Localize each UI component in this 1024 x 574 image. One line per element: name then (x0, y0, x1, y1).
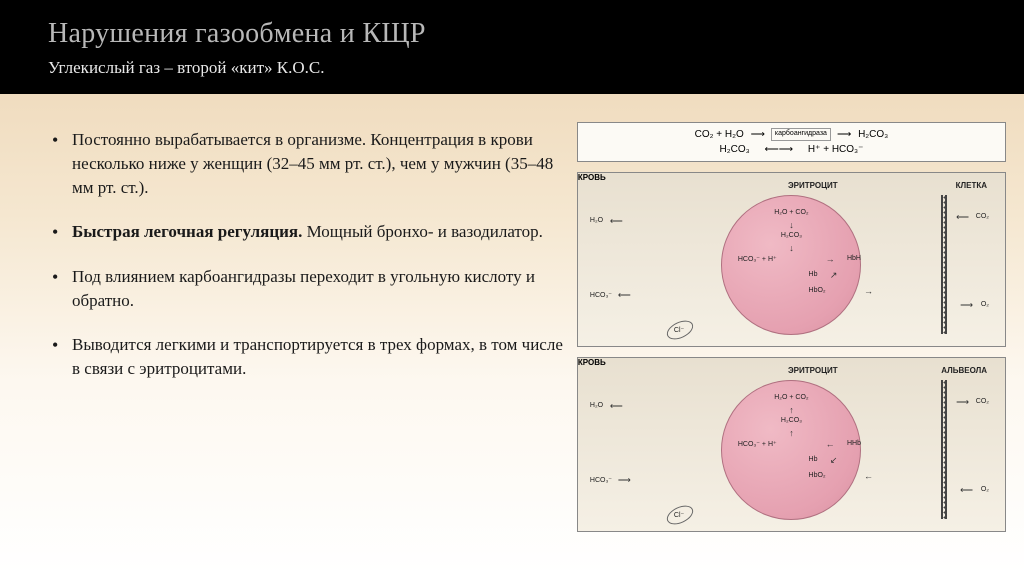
diagram-column: CO₂ + H₂O ⟶карбоангидраза⟶ H₂CO₃ H₂CO₃ ⟵… (577, 122, 1006, 564)
eq-label: карбоангидраза (771, 128, 831, 141)
chem-label: H₂O + CO₂ (774, 209, 808, 216)
label-erythrocyte: ЭРИТРОЦИТ (788, 366, 838, 375)
chem-label: HbO₂ (809, 472, 826, 479)
chem-label: O₂ (981, 486, 989, 493)
eq-left: CO₂ + H₂O (695, 129, 744, 140)
arrow-icon: ⟵ (618, 290, 631, 301)
equation-line: H₂CO₃ ⟵⟶ H⁺ + HCO₃⁻ (586, 142, 997, 157)
chem-label: H₂CO₃ (781, 232, 802, 239)
eq-right: H₂CO₃ (858, 129, 888, 140)
bullet-item: Постоянно вырабатывается в организме. Ко… (48, 128, 563, 200)
erythrocyte-circle (721, 195, 861, 335)
chem-label: HCO₃⁻ + H⁺ (738, 255, 777, 263)
chem-label: Hb (809, 456, 818, 463)
bullet-text: Постоянно вырабатывается в организме. Ко… (72, 130, 553, 197)
equation-line: CO₂ + H₂O ⟶карбоангидраза⟶ H₂CO₃ (586, 127, 997, 142)
chem-label: HCO₃⁻ (590, 476, 612, 484)
erythrocyte-circle (721, 380, 861, 520)
equation-box: CO₂ + H₂O ⟶карбоангидраза⟶ H₂CO₃ H₂CO₃ ⟵… (577, 122, 1006, 162)
bullet-list: Постоянно вырабатывается в организме. Ко… (48, 128, 563, 381)
chem-label: HbO₂ (809, 287, 826, 294)
membrane-barrier (941, 380, 947, 519)
slide-title: Нарушения газообмена и КЩР (48, 18, 976, 50)
arrow-icon: ⟵ (956, 212, 969, 223)
bullet-text: Выводится легкими и транспортируется в т… (72, 335, 563, 378)
arrow-icon: ↙ (830, 455, 838, 466)
erythrocyte-cell-diagram: ЭРИТРОЦИТ КЛЕТКА КРОВЬ H₂O ⟵ HCO₃⁻ ⟵ CO₂… (577, 172, 1006, 347)
arrow-icon: ↑ (789, 405, 794, 415)
text-column: Постоянно вырабатывается в организме. Ко… (48, 122, 563, 564)
bullet-text: Мощный бронхо- и вазодилатор. (302, 222, 543, 241)
chem-label: HCO₃⁻ + H⁺ (738, 440, 777, 448)
slide-body: Постоянно вырабатывается в организме. Ко… (0, 94, 1024, 574)
bullet-text: Под влиянием карбоангидразы переходит в … (72, 267, 535, 310)
chem-label: CO₂ (976, 398, 989, 405)
chem-label: H₂CO₃ (781, 417, 802, 424)
chem-label: HbH (847, 255, 861, 262)
erythrocyte-alveola-diagram: ЭРИТРОЦИТ АЛЬВЕОЛА КРОВЬ H₂O ⟵ HCO₃⁻ ⟶ C… (577, 357, 1006, 532)
arrow-icon: ↑ (789, 428, 794, 438)
arrow-icon: ⟵ (610, 401, 623, 412)
chem-label: HHb (847, 440, 861, 447)
chem-label: Cl⁻ (674, 326, 684, 334)
label-alveola: АЛЬВЕОЛА (941, 366, 987, 375)
arrow-icon: ⟶ (960, 300, 973, 311)
slide-subtitle: Углекислый газ – второй «кит» К.О.С. (48, 58, 976, 78)
chem-label: Cl⁻ (674, 511, 684, 519)
label-cell: КЛЕТКА (956, 181, 987, 190)
eq-left: H₂CO₃ (720, 144, 750, 155)
label-erythrocyte: ЭРИТРОЦИТ (788, 181, 838, 190)
eq-right: H⁺ + HCO₃⁻ (808, 144, 863, 155)
bullet-item: Под влиянием карбоангидразы переходит в … (48, 265, 563, 313)
chem-label: HCO₃⁻ (590, 291, 612, 299)
arrow-icon: → (864, 286, 873, 296)
slide: Нарушения газообмена и КЩР Углекислый га… (0, 0, 1024, 574)
arrow-icon: ⟶ (618, 475, 631, 486)
header: Нарушения газообмена и КЩР Углекислый га… (0, 0, 1024, 94)
arrow-icon: ↗ (830, 270, 838, 281)
chem-label: H₂O + CO₂ (774, 394, 808, 401)
bullet-item: Быстрая легочная регуляция. Мощный бронх… (48, 220, 563, 244)
membrane-barrier (941, 195, 947, 334)
bullet-text-bold: Быстрая легочная регуляция. (72, 222, 302, 241)
arrow-icon: ← (826, 439, 835, 449)
arrow-icon: ↓ (789, 220, 794, 230)
chem-label: CO₂ (976, 213, 989, 220)
arrow-icon: ⟵ (610, 216, 623, 227)
arrow-icon: ↓ (789, 243, 794, 253)
chem-label: O₂ (981, 301, 989, 308)
arrow-icon: ⟶ (956, 397, 969, 408)
chem-label: Hb (809, 271, 818, 278)
chem-label: H₂O (590, 402, 603, 409)
arrow-icon: → (826, 254, 835, 264)
arrow-icon: ⟵ (960, 485, 973, 496)
bullet-item: Выводится легкими и транспортируется в т… (48, 333, 563, 381)
arrow-icon: ← (864, 471, 873, 481)
chem-label: H₂O (590, 217, 603, 224)
